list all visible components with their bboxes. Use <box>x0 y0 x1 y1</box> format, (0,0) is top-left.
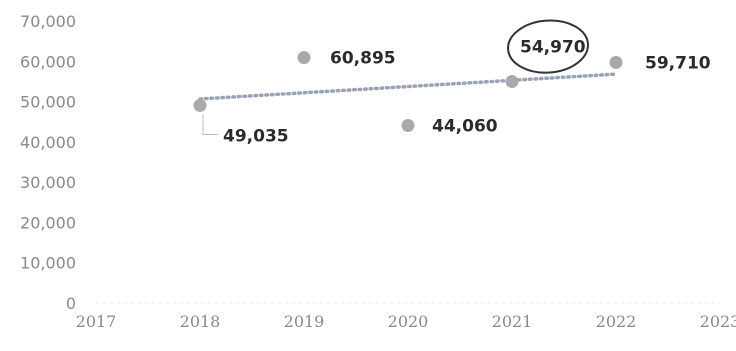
label-leader-line <box>202 114 218 135</box>
data-label: 60,895 <box>330 49 396 69</box>
data-point <box>505 75 519 89</box>
data-point <box>609 55 623 69</box>
y-tick-label: 0 <box>66 294 76 313</box>
data-labels: 49,035 60,895 44,060 54,970 59,710 <box>223 38 711 147</box>
trendline <box>198 72 618 101</box>
data-point <box>193 98 207 112</box>
y-tick-label: 30,000 <box>20 173 76 192</box>
x-tick-label: 2017 <box>76 312 117 331</box>
data-label: 59,710 <box>645 53 711 73</box>
y-tick-label: 50,000 <box>20 93 76 112</box>
x-tick-label: 2023 <box>700 312 736 331</box>
x-tick-label: 2021 <box>492 312 533 331</box>
data-point <box>401 119 415 133</box>
y-tick-label: 70,000 <box>20 12 76 31</box>
data-label: 49,035 <box>223 126 289 146</box>
y-tick-label: 40,000 <box>20 133 76 152</box>
y-axis-ticks: 0 10,000 20,000 30,000 40,000 50,000 60,000 70,… <box>20 12 76 313</box>
x-tick-label: 2022 <box>596 312 637 331</box>
data-point <box>297 51 311 65</box>
leader-lines <box>202 114 218 135</box>
data-points <box>193 51 623 133</box>
x-axis-ticks: 2017 2018 2019 2020 2021 2022 2023 <box>76 312 736 331</box>
y-tick-label: 10,000 <box>20 254 76 273</box>
data-label: 54,970 <box>520 38 586 58</box>
highlight-ring <box>507 19 589 74</box>
y-tick-label: 20,000 <box>20 213 76 232</box>
y-tick-label: 60,000 <box>20 52 76 71</box>
x-tick-label: 2019 <box>284 312 325 331</box>
x-tick-label: 2020 <box>388 312 429 331</box>
data-label: 44,060 <box>432 117 498 137</box>
x-tick-label: 2018 <box>180 312 221 331</box>
